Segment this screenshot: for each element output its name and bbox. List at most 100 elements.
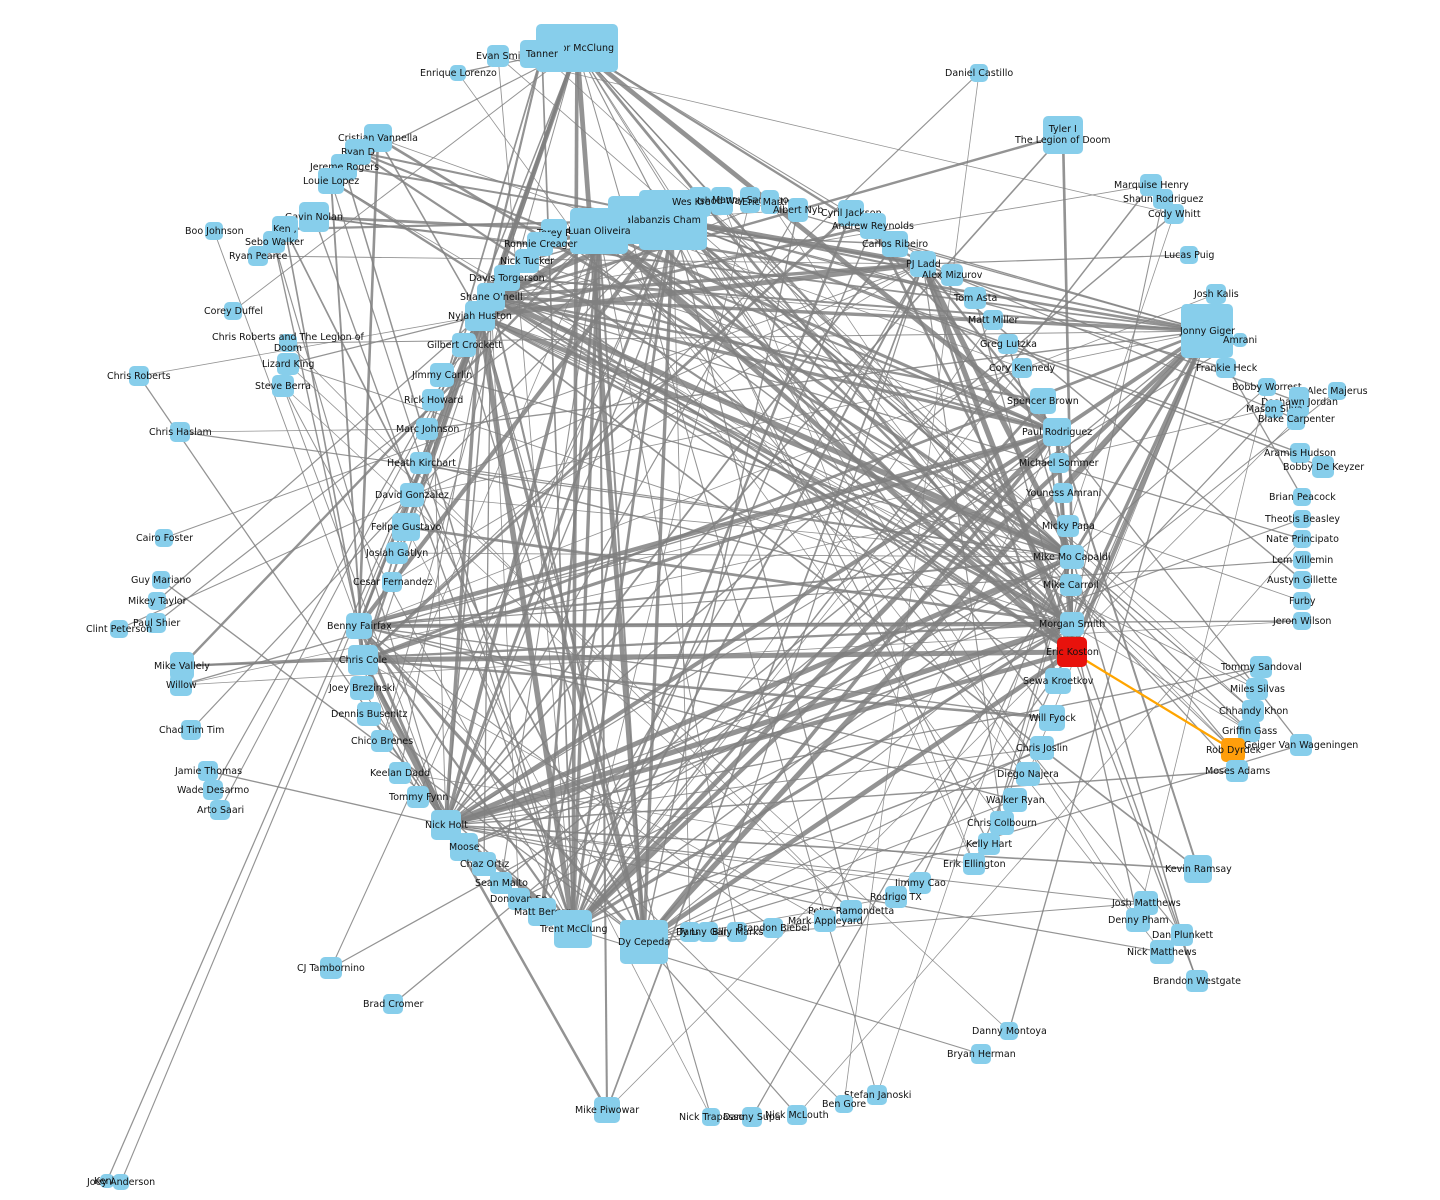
graph-node[interactable] (867, 1085, 887, 1105)
graph-node[interactable] (620, 920, 668, 964)
graph-node[interactable] (520, 40, 564, 68)
graph-node[interactable] (1003, 788, 1027, 812)
graph-node[interactable] (389, 762, 411, 784)
graph-node[interactable] (1126, 908, 1150, 932)
graph-node[interactable] (1293, 488, 1311, 506)
graph-node[interactable] (279, 334, 297, 352)
graph-node[interactable] (357, 702, 381, 726)
graph-node[interactable] (882, 231, 908, 257)
graph-node[interactable] (452, 333, 476, 357)
graph-node[interactable] (1246, 678, 1268, 700)
graph-node[interactable] (248, 246, 268, 266)
graph-node[interactable] (788, 198, 808, 222)
graph-node[interactable] (1290, 443, 1310, 463)
graph-node[interactable] (318, 168, 344, 194)
graph-node[interactable] (763, 918, 783, 938)
graph-node[interactable] (963, 853, 985, 875)
graph-node[interactable] (410, 452, 432, 474)
graph-node[interactable] (155, 529, 173, 547)
graph-node[interactable] (1016, 762, 1040, 786)
graph-node[interactable] (528, 898, 556, 926)
graph-node[interactable] (787, 1105, 807, 1125)
graph-node[interactable] (1242, 700, 1264, 722)
graph-node[interactable] (1293, 592, 1311, 610)
graph-node[interactable] (1150, 940, 1174, 964)
graph-node[interactable] (508, 888, 530, 910)
graph-node[interactable] (1184, 855, 1212, 883)
graph-node[interactable] (983, 310, 1003, 330)
graph-node[interactable] (181, 720, 201, 740)
graph-node[interactable] (465, 301, 495, 331)
graph-node[interactable] (1186, 970, 1208, 992)
graph-node[interactable] (1053, 483, 1073, 503)
graph-node[interactable] (1164, 204, 1184, 224)
graph-node[interactable] (100, 1174, 114, 1188)
graph-node[interactable] (761, 190, 779, 214)
graph-node[interactable] (277, 353, 299, 375)
graph-node[interactable] (1238, 720, 1260, 742)
graph-node[interactable] (203, 780, 223, 800)
graph-node[interactable] (740, 187, 760, 213)
graph-node[interactable] (299, 202, 329, 232)
graph-node[interactable] (416, 418, 438, 440)
graph-node[interactable] (941, 264, 963, 286)
graph-node[interactable] (838, 200, 864, 226)
graph-node[interactable] (1171, 924, 1193, 946)
graph-node[interactable] (1012, 358, 1032, 378)
graph-node[interactable] (383, 994, 403, 1014)
graph-node[interactable] (1293, 551, 1311, 569)
graph-node[interactable] (1221, 738, 1245, 762)
graph-node[interactable] (170, 422, 190, 442)
graph-node[interactable] (152, 571, 170, 589)
graph-node[interactable] (1287, 408, 1305, 430)
graph-node[interactable] (1060, 574, 1082, 596)
graph-node[interactable] (382, 572, 402, 592)
graph-node[interactable] (1233, 333, 1247, 347)
graph-node[interactable] (1060, 612, 1084, 636)
graph-node[interactable] (698, 922, 718, 942)
graph-node[interactable] (1181, 304, 1233, 358)
graph-node[interactable] (320, 957, 342, 979)
graph-node[interactable] (1060, 545, 1084, 569)
graph-node[interactable] (1293, 530, 1311, 548)
graph-node[interactable] (742, 1107, 762, 1127)
graph-node[interactable] (386, 542, 408, 564)
graph-node[interactable] (263, 231, 285, 253)
graph-node[interactable] (814, 910, 836, 932)
graph-node[interactable] (1226, 760, 1248, 782)
graph-node[interactable] (1293, 571, 1311, 589)
graph-node[interactable] (210, 800, 230, 820)
graph-node[interactable] (835, 1095, 853, 1113)
graph-node[interactable] (1180, 246, 1198, 264)
graph-node[interactable] (1293, 510, 1311, 528)
graph-node[interactable] (1206, 284, 1226, 304)
graph-node[interactable] (346, 613, 372, 639)
graph-node[interactable] (594, 1097, 620, 1123)
graph-node[interactable] (1312, 456, 1334, 478)
graph-node[interactable] (885, 886, 907, 908)
graph-node[interactable] (272, 375, 294, 397)
graph-node[interactable] (422, 389, 444, 411)
graph-node[interactable] (407, 786, 429, 808)
graph-node[interactable] (1000, 1022, 1018, 1040)
graph-node[interactable] (840, 900, 862, 922)
graph-node[interactable] (1258, 378, 1276, 396)
graph-node[interactable] (348, 645, 378, 675)
graph-node[interactable] (113, 1174, 129, 1190)
graph-node[interactable] (1216, 358, 1236, 378)
graph-node[interactable] (964, 287, 986, 309)
graph-node[interactable] (198, 761, 218, 781)
graph-node[interactable] (1265, 400, 1283, 418)
graph-node[interactable] (909, 872, 931, 894)
graph-node[interactable] (205, 222, 223, 240)
graph-node[interactable] (400, 483, 424, 507)
graph-node[interactable] (978, 833, 1000, 855)
graph-node[interactable] (350, 676, 374, 700)
graph-node[interactable] (970, 64, 988, 82)
graph-node[interactable] (224, 302, 242, 320)
graph-node[interactable] (487, 45, 509, 67)
graph-node[interactable] (910, 251, 936, 277)
graph-node[interactable] (1030, 736, 1054, 760)
graph-node[interactable] (1293, 612, 1311, 630)
